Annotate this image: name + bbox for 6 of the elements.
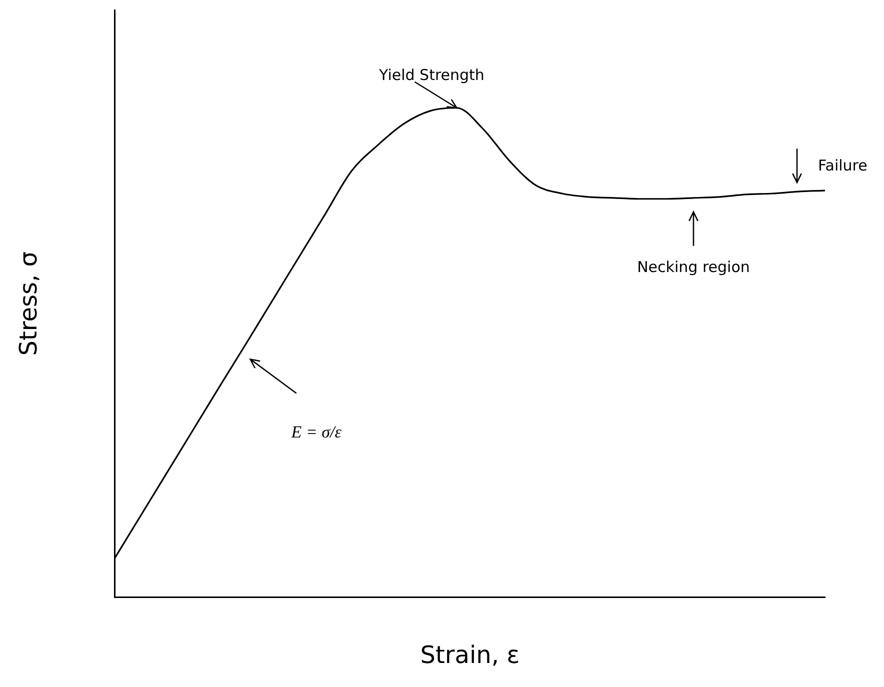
annotation: Failure (818, 156, 868, 174)
text: Yield Strength (378, 66, 484, 84)
annotation: E = σ/ε (290, 422, 342, 442)
annotation: Necking region (637, 258, 750, 276)
y-axis-title: Stress, σ (14, 251, 43, 356)
x-axis-title: Strain, ε (420, 640, 520, 669)
